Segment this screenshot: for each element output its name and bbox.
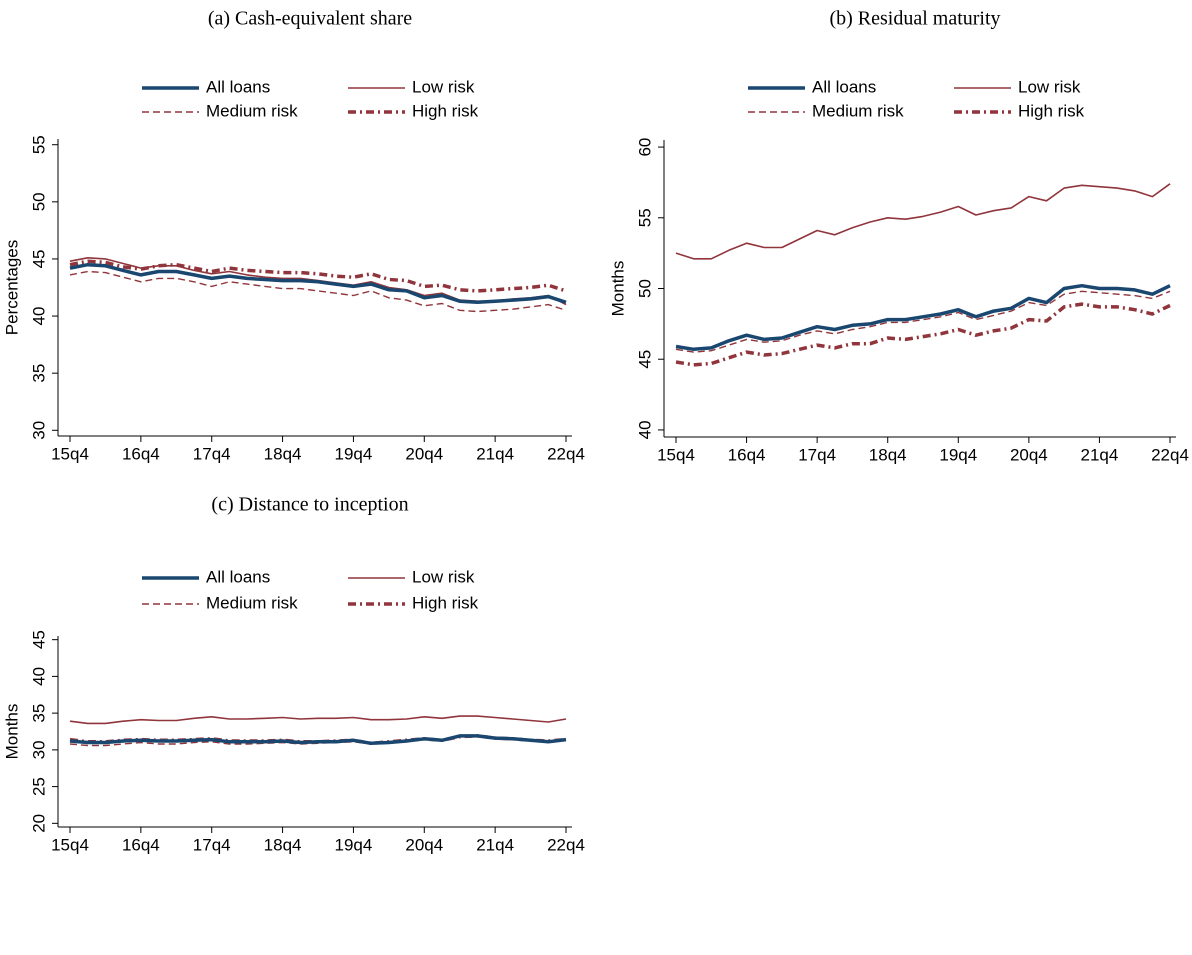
x-tick-label: 20q4 [1010, 445, 1048, 464]
series-line [69, 270, 567, 313]
y-tick-label: 20 [29, 814, 48, 833]
x-tick-label: 21q4 [476, 835, 514, 854]
y-tick-label: 40 [29, 667, 48, 686]
y-tick-label: 45 [29, 630, 48, 649]
x-tick-label: 20q4 [405, 444, 443, 463]
x-tick-label: 19q4 [335, 444, 373, 463]
series-line [675, 183, 1171, 260]
x-tick-label: 17q4 [193, 444, 231, 463]
y-tick-label: 55 [635, 208, 654, 227]
y-axis-title: Months [2, 704, 21, 760]
x-tick-label: 18q4 [264, 835, 302, 854]
legend-label: High risk [412, 101, 479, 120]
legend-label: All loans [206, 77, 270, 96]
x-tick-label: 15q4 [51, 444, 89, 463]
series-line [69, 715, 567, 725]
x-tick-label: 16q4 [122, 444, 160, 463]
x-tick-label: 18q4 [869, 445, 907, 464]
x-tick-label: 22q4 [547, 835, 585, 854]
legend-label: All loans [812, 77, 876, 96]
y-tick-label: 35 [29, 364, 48, 383]
x-tick-label: 19q4 [335, 835, 373, 854]
panel-title: (a) Cash-equivalent share [208, 8, 412, 30]
x-tick-label: 17q4 [798, 445, 836, 464]
legend-label: Low risk [412, 77, 475, 96]
y-axis-title: Percentages [2, 240, 21, 335]
y-tick-label: 30 [29, 421, 48, 440]
y-axis-title: Months [608, 261, 627, 317]
series-line [675, 290, 1171, 353]
y-tick-label: 45 [635, 350, 654, 369]
y-tick-label: 25 [29, 777, 48, 796]
series-line [69, 734, 567, 746]
y-tick-label: 60 [635, 138, 654, 157]
legend-label: High risk [1018, 101, 1085, 120]
legend-label: Medium risk [812, 101, 904, 120]
x-tick-label: 18q4 [264, 444, 302, 463]
x-tick-label: 16q4 [122, 835, 160, 854]
y-tick-label: 40 [635, 420, 654, 439]
x-tick-label: 20q4 [405, 835, 443, 854]
y-tick-label: 55 [29, 135, 48, 154]
series-line [69, 262, 567, 305]
series-line [675, 283, 1171, 352]
x-tick-label: 22q4 [1151, 445, 1189, 464]
series-line [69, 259, 567, 293]
x-tick-label: 21q4 [476, 444, 514, 463]
legend-label: High risk [412, 593, 479, 612]
x-tick-label: 15q4 [657, 445, 695, 464]
panel-title: (b) Residual maturity [829, 8, 1000, 30]
series-line [675, 302, 1171, 367]
legend-label: Medium risk [206, 593, 298, 612]
y-tick-label: 50 [635, 279, 654, 298]
panel-title: (c) Distance to inception [211, 494, 408, 516]
x-tick-label: 17q4 [193, 835, 231, 854]
y-tick-label: 45 [29, 249, 48, 268]
legend-label: Low risk [412, 567, 475, 586]
x-tick-label: 15q4 [51, 835, 89, 854]
x-tick-label: 21q4 [1081, 445, 1119, 464]
y-tick-label: 50 [29, 192, 48, 211]
x-tick-label: 16q4 [728, 445, 766, 464]
x-tick-label: 19q4 [939, 445, 977, 464]
legend-label: Low risk [1018, 77, 1081, 96]
legend-label: All loans [206, 567, 270, 586]
x-tick-label: 22q4 [547, 444, 585, 463]
y-tick-label: 40 [29, 307, 48, 326]
y-tick-label: 35 [29, 704, 48, 723]
y-tick-label: 30 [29, 740, 48, 759]
legend-label: Medium risk [206, 101, 298, 120]
